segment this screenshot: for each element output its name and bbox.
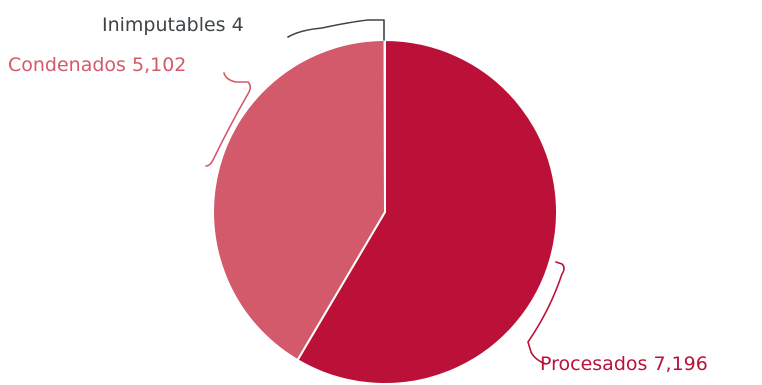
label-inimputables: Inimputables 4 bbox=[102, 14, 244, 36]
pie-slices bbox=[212, 39, 558, 385]
leader-lines bbox=[205, 19, 565, 365]
pie-slice-procesados bbox=[296, 39, 558, 385]
pie-slice-condenados bbox=[212, 39, 386, 362]
label-condenados: Condenados 5,102 bbox=[8, 54, 186, 76]
leader-procesados bbox=[527, 261, 565, 365]
label-procesados: Procesados 7,196 bbox=[540, 353, 708, 375]
slice-labels: Inimputables 4 Condenados 5,102 Procesad… bbox=[8, 14, 708, 375]
leader-inimputables bbox=[287, 19, 385, 41]
leader-condenados bbox=[205, 72, 252, 167]
